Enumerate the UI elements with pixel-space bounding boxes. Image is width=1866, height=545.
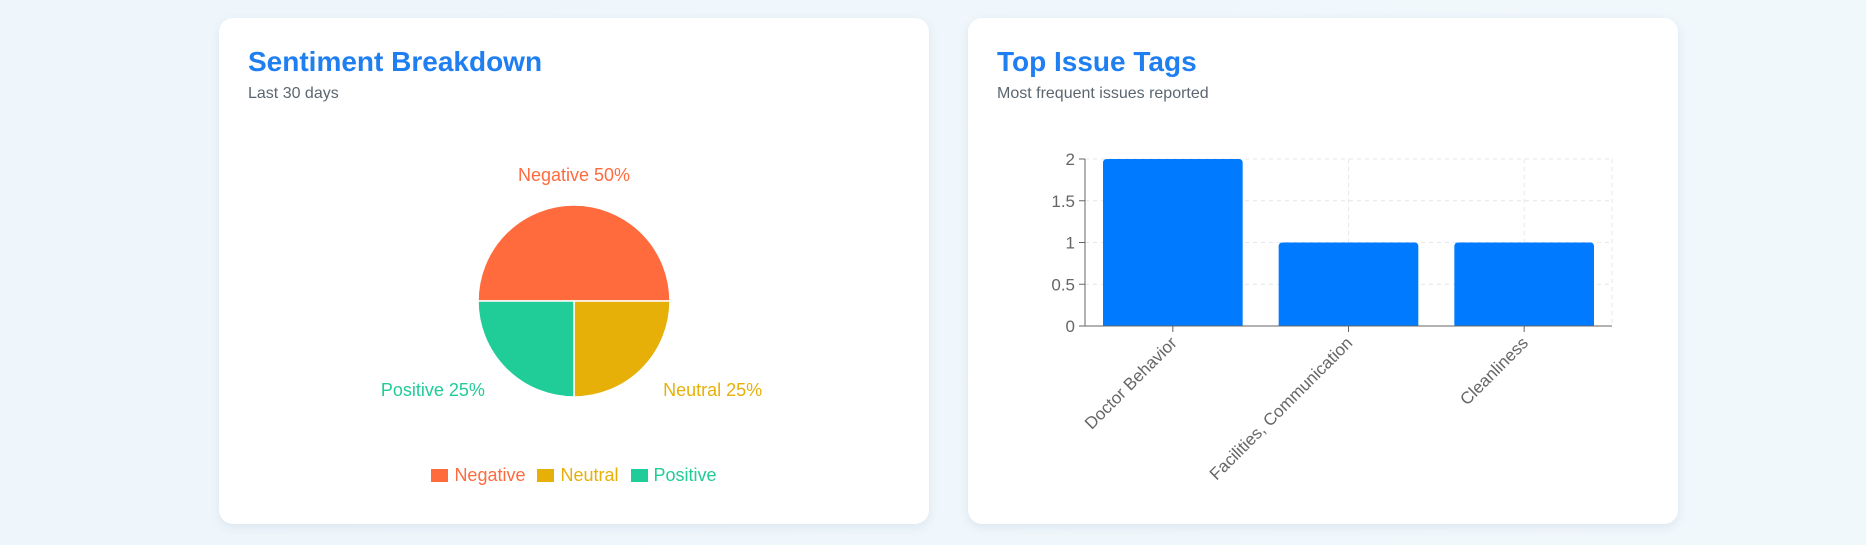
pie-label-positive: Positive 25% — [381, 380, 485, 400]
pie-slice-negative[interactable] — [477, 204, 671, 302]
y-tick-label: 0.5 — [1051, 275, 1075, 294]
tags-card-subtitle: Most frequent issues reported — [997, 85, 1209, 102]
legend-item-positive[interactable]: Positive — [630, 465, 717, 486]
x-tick-label: Facilities, Communication — [1206, 333, 1356, 483]
pie-slice-neutral[interactable] — [573, 300, 671, 398]
sentiment-legend: Negative Neutral Positive — [219, 465, 929, 486]
legend-swatch-negative — [431, 469, 449, 482]
sentiment-card-title: Sentiment Breakdown — [248, 46, 543, 77]
sentiment-pie-chart: Negative 50% Neutral 25% Positive 25% — [381, 165, 762, 400]
pie-slice-positive[interactable] — [477, 300, 575, 398]
y-tick-label: 1 — [1066, 234, 1075, 253]
legend-item-negative[interactable]: Negative — [431, 465, 525, 486]
legend-swatch-positive — [630, 469, 648, 482]
y-tick-label: 2 — [1066, 150, 1075, 169]
sentiment-card-subtitle: Last 30 days — [248, 85, 339, 102]
legend-swatch-neutral — [537, 469, 555, 482]
top-issue-tags-card: Top Issue Tags Most frequent issues repo… — [968, 18, 1678, 524]
legend-label-neutral: Neutral — [560, 465, 619, 485]
tags-card-title: Top Issue Tags — [997, 46, 1197, 77]
sentiment-breakdown-card: Sentiment Breakdown Last 30 days Negativ… — [219, 18, 929, 524]
legend-item-neutral[interactable]: Neutral — [537, 465, 619, 486]
pie-label-negative: Negative 50% — [518, 165, 630, 185]
x-tick-label: Doctor Behavior — [1081, 333, 1181, 433]
legend-label-negative: Negative — [454, 465, 526, 485]
bar-1[interactable] — [1103, 159, 1243, 326]
issue-tags-bar-chart: 0 0.5 1 1.5 2 Doctor Behavior Facilities, Comm… — [1051, 150, 1613, 484]
legend-label-positive: Positive — [653, 465, 717, 485]
pie-label-neutral: Neutral 25% — [663, 380, 762, 400]
bar-2[interactable] — [1278, 242, 1419, 327]
y-tick-label: 1.5 — [1051, 192, 1075, 211]
y-tick-label: 0 — [1066, 317, 1075, 336]
x-tick-label: Cleanliness — [1456, 333, 1532, 409]
bar-3[interactable] — [1454, 242, 1594, 327]
